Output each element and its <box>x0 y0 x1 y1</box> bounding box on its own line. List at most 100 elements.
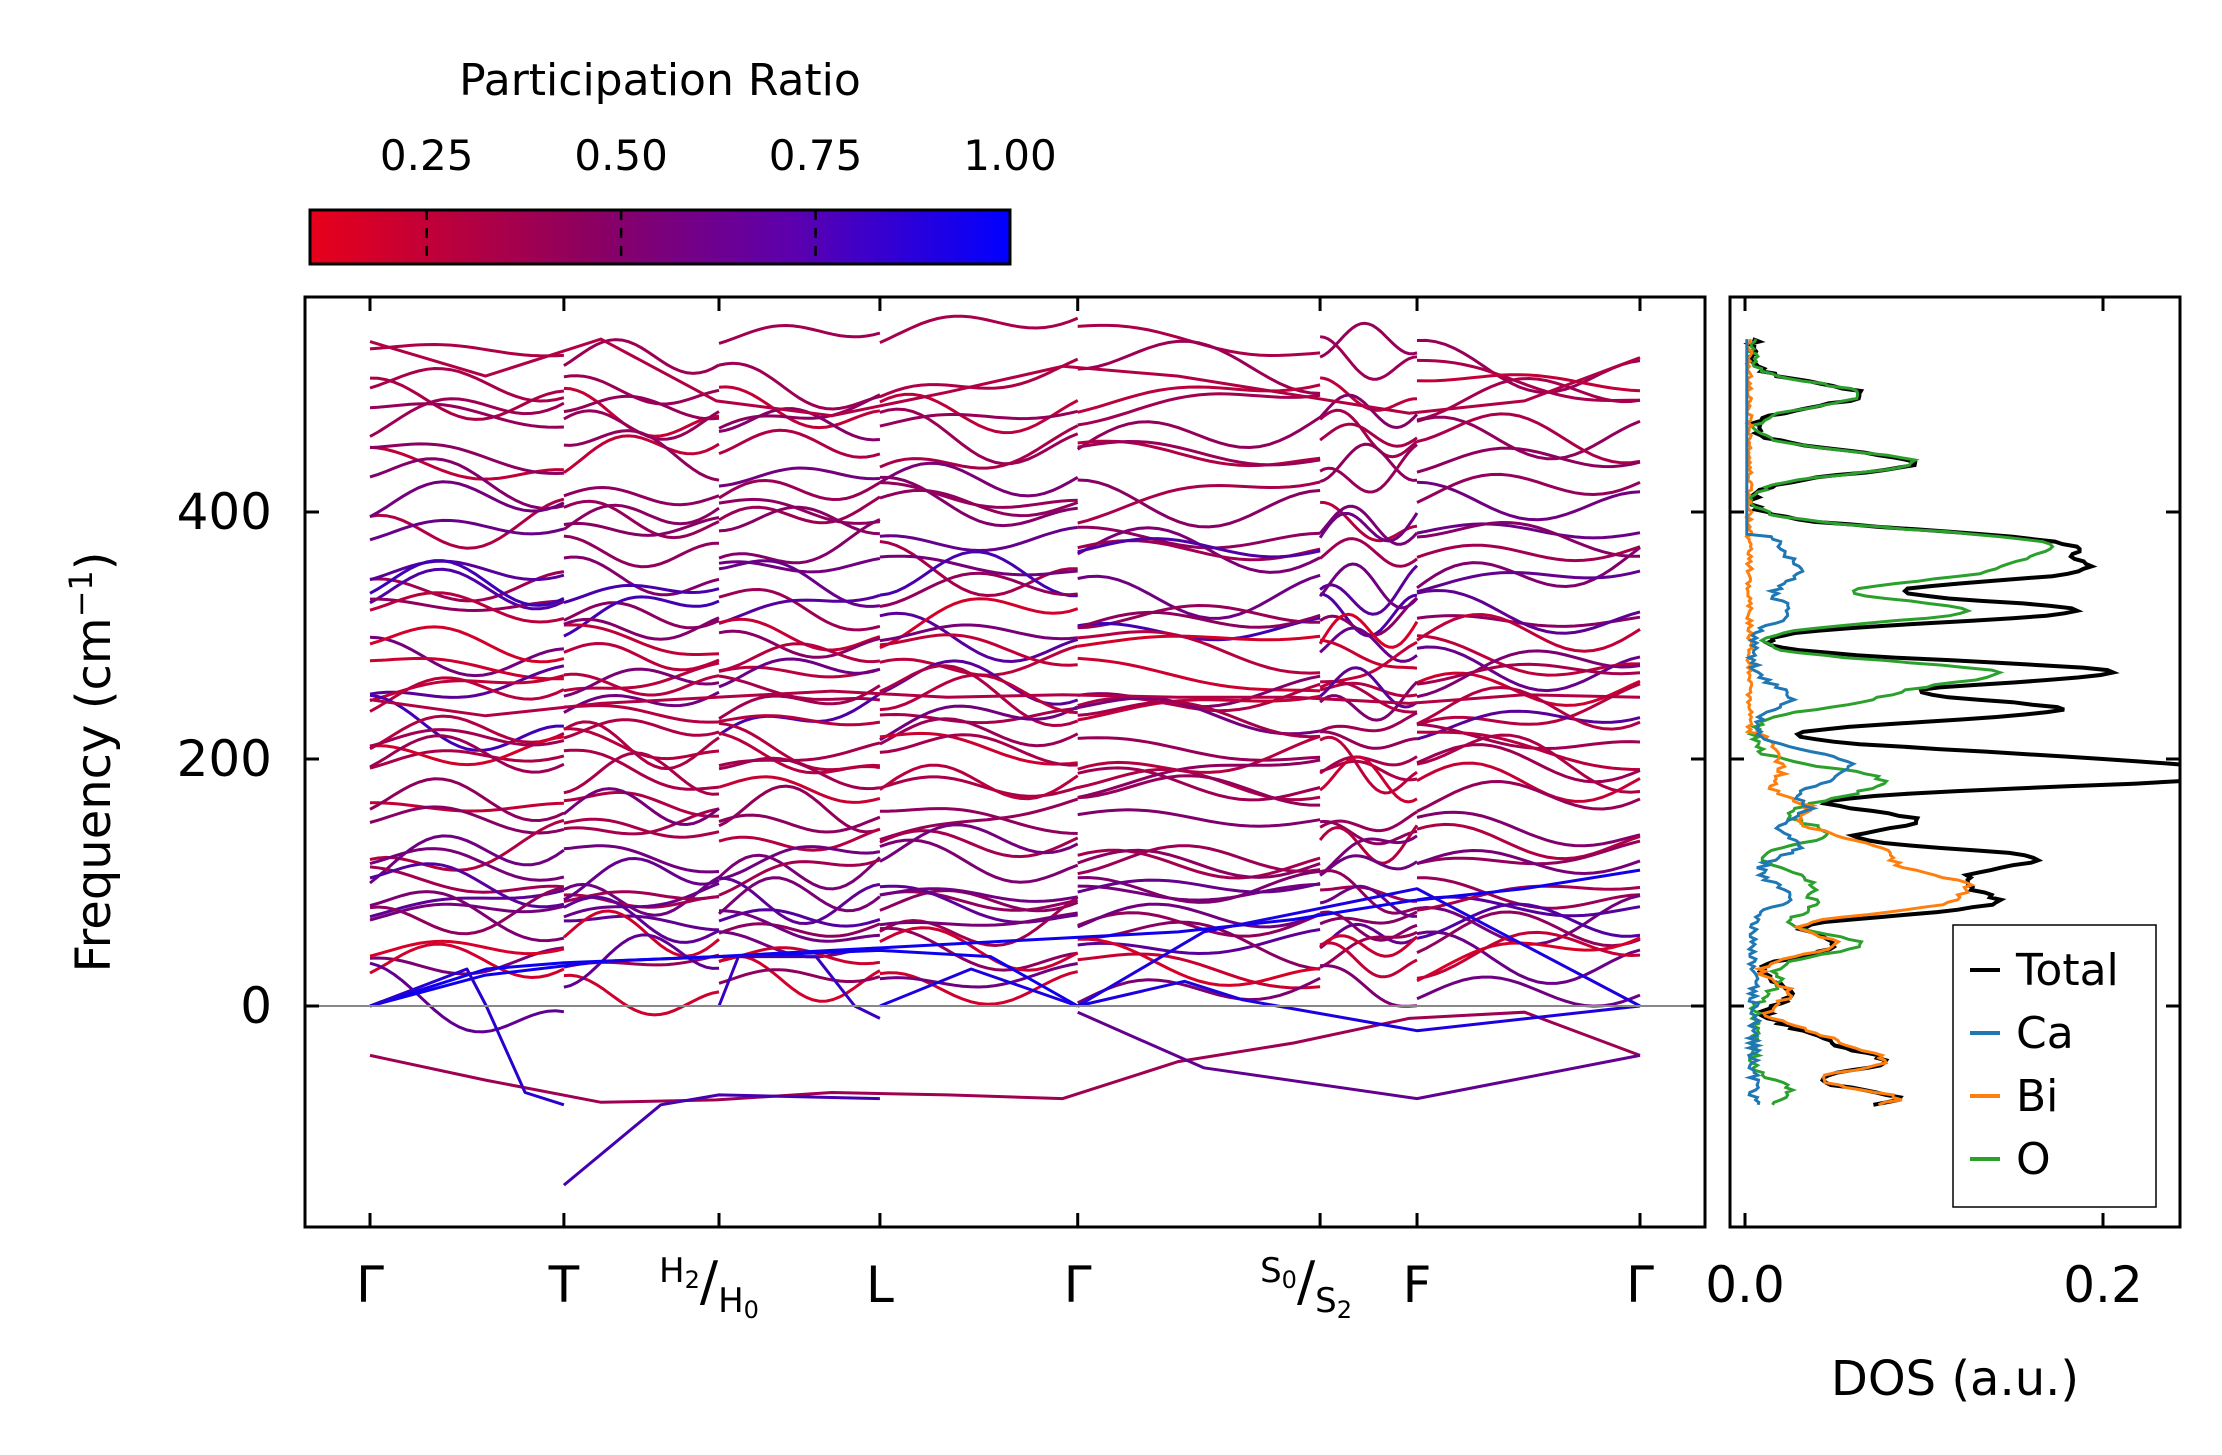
band-line <box>563 503 720 531</box>
band-axes-frame <box>303 295 1707 1229</box>
band-line <box>563 485 720 507</box>
band-line <box>879 525 1078 553</box>
band-line <box>1077 976 1321 1005</box>
band-line <box>1319 810 1418 833</box>
band-line <box>1077 656 1321 693</box>
band-line <box>718 731 881 775</box>
band-line <box>563 720 720 771</box>
band-line <box>718 665 881 679</box>
band-lines <box>369 314 1641 1187</box>
band-line <box>369 942 565 980</box>
band-line <box>879 554 1078 577</box>
band-x-tick-label: T <box>548 1256 580 1314</box>
band-line-sample <box>369 1010 1641 1104</box>
band-line <box>879 763 1079 801</box>
band-line <box>879 409 1079 428</box>
band-line <box>718 827 881 852</box>
band-line <box>879 664 1079 728</box>
dos-legend: Total Ca Bi O <box>1952 924 2157 1208</box>
band-line <box>1319 884 1418 918</box>
band-line <box>563 394 720 421</box>
band-line <box>1319 564 1419 616</box>
band-line <box>1416 810 1641 848</box>
band-line <box>369 862 565 909</box>
band-line <box>1319 759 1418 782</box>
band-line <box>1416 839 1641 866</box>
band-line <box>1416 848 1641 876</box>
band-line <box>1416 649 1641 699</box>
band-line <box>1319 819 1418 846</box>
band-line <box>879 733 1078 767</box>
band-line <box>369 497 565 550</box>
band-line-low <box>562 1093 880 1187</box>
band-line <box>879 797 1079 841</box>
band-line <box>718 657 881 689</box>
band-line <box>563 856 720 902</box>
band-y-tick-label: 400 <box>177 483 272 541</box>
band-line <box>1416 543 1641 563</box>
band-line <box>369 442 564 476</box>
band-line <box>1319 626 1418 663</box>
band-line <box>563 748 720 791</box>
band-line <box>1416 373 1641 393</box>
band-line <box>1416 662 1641 686</box>
band-line-sample <box>369 337 1641 418</box>
dos-ticks: 0.0 0.2 <box>1705 297 2180 1314</box>
dos-legend-label: Bi <box>2016 1071 2058 1122</box>
band-line <box>879 911 1078 927</box>
band-line <box>718 909 880 943</box>
dos-legend-label: Total <box>2015 945 2119 996</box>
band-line <box>563 616 720 641</box>
band-structure-panel: 0 200 400 Γ T H2/H0 L Γ S0/S2 F Γ Frequency (cm−1… <box>62 295 1707 1324</box>
band-line <box>1416 612 1641 653</box>
band-line <box>879 706 1078 725</box>
band-line <box>563 601 720 630</box>
band-line <box>1319 854 1418 877</box>
band-x-tick-label: Γ <box>1064 1256 1092 1314</box>
band-line <box>718 922 881 938</box>
band-line <box>563 641 720 672</box>
band-y-axis-label: Frequency (cm−1) <box>62 551 122 972</box>
band-line <box>369 939 565 958</box>
band-line <box>879 357 1079 399</box>
band-line <box>879 807 1078 835</box>
band-line <box>563 434 720 474</box>
band-line <box>1077 480 1321 525</box>
band-line <box>879 392 1079 435</box>
band-line <box>718 407 880 442</box>
band-line-low <box>1076 887 1641 1008</box>
band-line <box>563 844 720 874</box>
band-x-tick-label: L <box>866 1256 894 1314</box>
band-line <box>1319 834 1418 876</box>
band-line-low <box>717 955 881 1020</box>
band-line <box>1416 588 1641 635</box>
band-line <box>369 591 565 624</box>
band-line <box>563 623 720 656</box>
band-line <box>879 314 1079 344</box>
band-line <box>1077 774 1321 807</box>
band-line <box>1077 537 1321 559</box>
band-line <box>879 571 1078 608</box>
band-line <box>1077 696 1321 736</box>
band-line <box>1416 930 1641 985</box>
band-line <box>1076 416 1321 451</box>
band-line <box>369 728 565 748</box>
band-line <box>1319 335 1418 381</box>
colorbar-tick-label: 0.25 <box>380 131 474 180</box>
band-line <box>1416 743 1641 784</box>
dos-axes-frame <box>1728 295 2182 1229</box>
band-line <box>1077 808 1321 828</box>
band-line <box>879 926 1078 972</box>
band-line-low <box>369 967 565 1107</box>
band-line <box>1077 478 1321 529</box>
band-line <box>718 858 881 897</box>
band-line <box>369 342 564 358</box>
band-line <box>369 402 564 429</box>
band-line <box>718 393 881 430</box>
band-line <box>1416 358 1641 403</box>
band-line <box>1077 937 1321 987</box>
band-line <box>1077 525 1321 550</box>
band-line <box>718 505 880 536</box>
band-line <box>562 787 720 827</box>
band-line <box>1077 392 1321 427</box>
